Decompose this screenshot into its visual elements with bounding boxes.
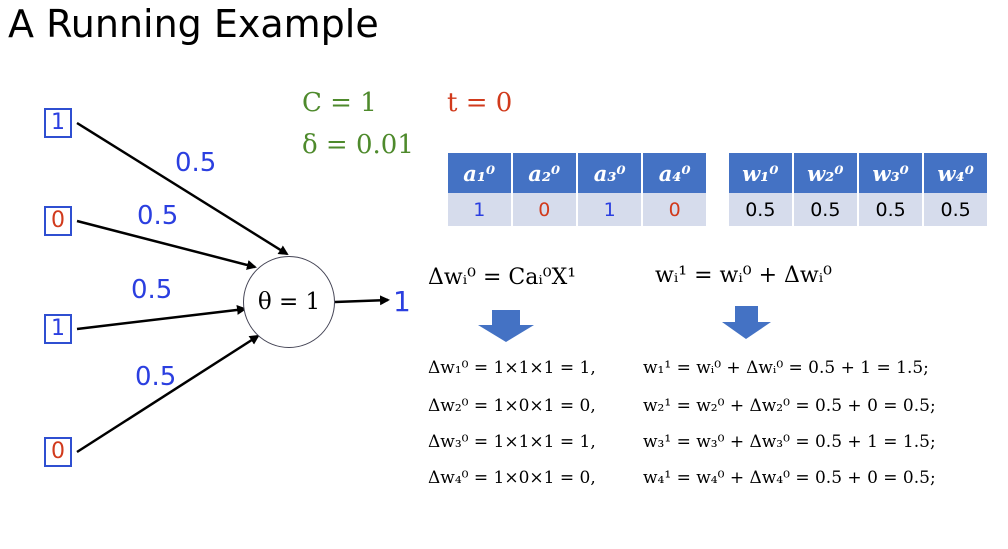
input-node-1: 1	[44, 108, 72, 138]
update-rule-formula: wᵢ¹ = wᵢ⁰ + Δwᵢ⁰	[655, 263, 832, 288]
activation-value: 1	[576, 193, 644, 226]
update-result-2: w₂¹ = w₂⁰ + Δw₂⁰ = 0.5 + 0 = 0.5;	[643, 396, 936, 416]
edge-input-4	[76, 334, 260, 454]
edge-input-3	[76, 304, 247, 331]
activation-header: a₃⁰	[576, 153, 644, 193]
weight-header: w₁⁰	[729, 153, 794, 193]
weight-value: 0.5	[792, 193, 859, 226]
param-t: t = 0	[447, 88, 513, 118]
slide-title: A Running Example	[8, 2, 379, 46]
activation-value: 0	[511, 193, 578, 226]
activation-header: a₁⁰	[448, 153, 513, 193]
input-node-2: 0	[44, 206, 72, 236]
activation-header: a₄⁰	[642, 153, 706, 193]
edge-input-1	[76, 121, 289, 256]
input-node-3: 1	[44, 314, 72, 344]
activation-value: 1	[448, 193, 513, 226]
down-arrow-right	[722, 306, 771, 339]
delta-result-3: Δw₃⁰ = 1×1×1 = 1,	[428, 432, 596, 452]
delta-rule-formula: Δwᵢ⁰ = Caᵢ⁰X¹	[428, 265, 577, 290]
delta-result-2: Δw₂⁰ = 1×0×1 = 0,	[428, 396, 596, 416]
edge-input-2	[76, 219, 257, 270]
weight-table: w₁⁰ w₂⁰ w₃⁰ w₄⁰ 0.5 0.5 0.5 0.5	[729, 153, 987, 226]
neuron-threshold: θ = 1	[257, 289, 321, 315]
weight-value: 0.5	[729, 193, 794, 226]
weight-label-3: 0.5	[131, 275, 173, 305]
neuron-output: 1	[393, 285, 411, 318]
update-result-3: w₃¹ = w₃⁰ + Δw₃⁰ = 0.5 + 1 = 1.5;	[643, 432, 936, 452]
activation-header: a₂⁰	[511, 153, 578, 193]
param-c: C = 1	[302, 88, 377, 118]
weight-label-2: 0.5	[137, 201, 179, 231]
activation-value: 0	[642, 193, 706, 226]
edge-output	[334, 295, 390, 306]
weight-label-1: 0.5	[175, 148, 217, 178]
weight-header: w₂⁰	[792, 153, 859, 193]
weight-value: 0.5	[857, 193, 925, 226]
delta-result-4: Δw₄⁰ = 1×0×1 = 0,	[428, 468, 596, 488]
update-result-1: w₁¹ = wᵢ⁰ + Δwᵢ⁰ = 0.5 + 1 = 1.5;	[643, 358, 929, 378]
down-arrow-left	[478, 310, 534, 342]
delta-result-1: Δw₁⁰ = 1×1×1 = 1,	[428, 358, 596, 378]
activation-table: a₁⁰ a₂⁰ a₃⁰ a₄⁰ 1 0 1 0	[448, 153, 706, 226]
input-node-4: 0	[44, 437, 72, 467]
weight-label-4: 0.5	[135, 362, 177, 392]
update-result-4: w₄¹ = w₄⁰ + Δw₄⁰ = 0.5 + 0 = 0.5;	[643, 468, 936, 488]
param-delta: δ = 0.01	[302, 130, 414, 160]
weight-value: 0.5	[923, 193, 987, 226]
neuron-node: θ = 1	[243, 256, 335, 348]
weight-header: w₄⁰	[923, 153, 987, 193]
weight-header: w₃⁰	[857, 153, 925, 193]
